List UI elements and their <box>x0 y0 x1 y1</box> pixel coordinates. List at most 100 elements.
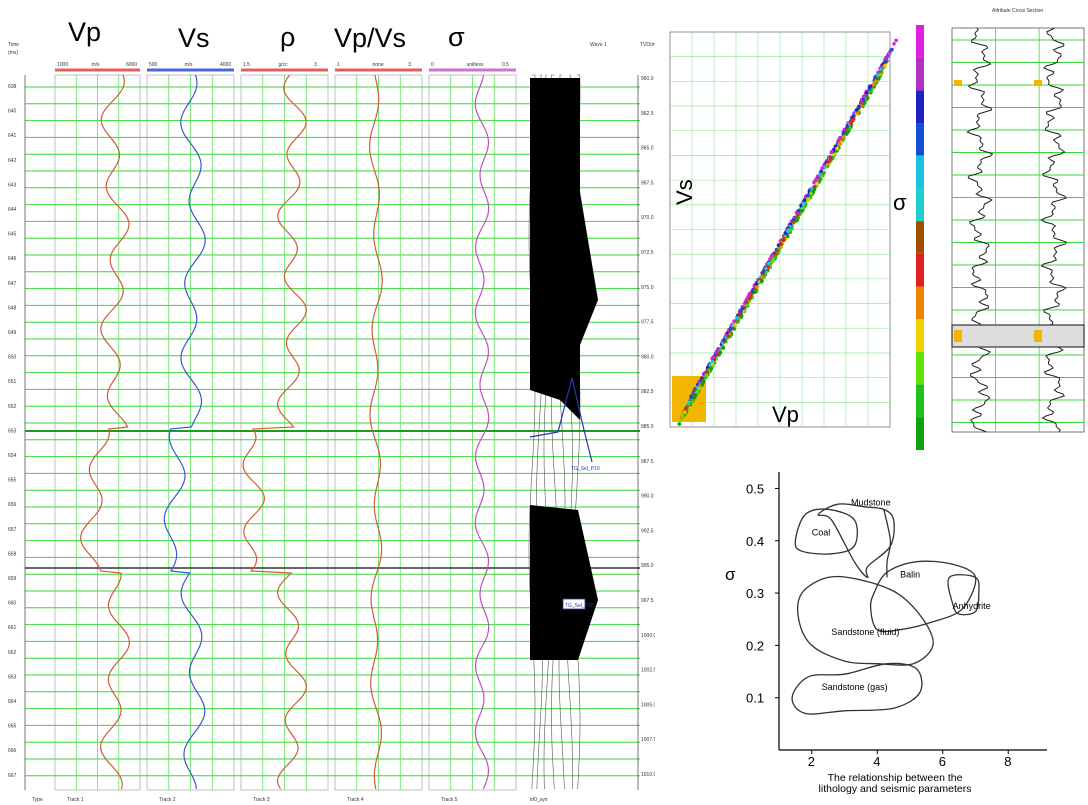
time-tick-label: 641 <box>8 133 17 139</box>
mudstone-tail-line <box>883 509 892 578</box>
time-tick-label: 667 <box>8 773 17 779</box>
crossplot-point <box>801 206 805 210</box>
colorbar-segment <box>916 351 924 385</box>
track-footer-label: Track 3 <box>253 797 270 803</box>
region-sandstone-fluid <box>797 575 934 666</box>
time-tick-label: 651 <box>8 379 17 385</box>
time-tick-label: 664 <box>8 699 17 705</box>
depth-tick-label: 962.5 <box>641 111 654 117</box>
time-tick-label: 648 <box>8 305 17 311</box>
depth-tick-label: 1010.0 <box>641 772 655 778</box>
track-title-row: Vp Vs ρ Vp/Vs σ <box>0 0 655 60</box>
mini-highlight <box>954 330 962 342</box>
depth-tick-label: 960.0 <box>641 76 654 82</box>
crossplot-point <box>894 38 898 43</box>
crossplot-point <box>704 373 709 378</box>
region-label-anhydrite: Anhydrite <box>953 601 991 611</box>
crossplot-point <box>795 218 799 223</box>
time-tick-label: 665 <box>8 724 17 730</box>
colorbar-segment <box>916 417 924 450</box>
time-tick-label: 638 <box>8 84 17 90</box>
region-coal <box>794 508 859 555</box>
crossplot-point <box>883 63 887 68</box>
time-tick-label: 660 <box>8 601 17 607</box>
depth-tick-label: 967.5 <box>641 180 654 186</box>
crossplot-point <box>835 146 839 151</box>
crossplot-point <box>775 248 779 253</box>
scale-right-label: 0.5 <box>502 62 509 68</box>
crossplot-xlabel: Vp <box>772 402 799 427</box>
crossplot-point <box>766 264 770 268</box>
track-title-vp: Vp <box>68 17 102 47</box>
scale-unit-label: none <box>373 62 384 68</box>
crossplot-point <box>745 300 749 305</box>
crossplot-point <box>747 296 752 301</box>
crossplot-point <box>786 228 791 232</box>
crossplot-point <box>878 72 883 77</box>
crossplot-point <box>815 175 820 179</box>
lithology-y-tick-label: 0.3 <box>746 586 764 601</box>
scale-right-label: 3 <box>314 62 317 68</box>
crossplot-point <box>735 320 740 324</box>
scale-right-label: 3 <box>408 62 411 68</box>
depth-tick-label: 965.0 <box>641 146 654 152</box>
track-footer-label: Track 5 <box>441 797 458 803</box>
time-header-unit: (ms) <box>8 50 18 56</box>
crossplot-point <box>764 266 768 271</box>
mini-log-curve-2 <box>1040 27 1068 433</box>
sigma-curve <box>474 74 490 790</box>
crossplot-color-label: σ <box>893 190 907 215</box>
vpvs-curve <box>368 74 383 790</box>
lithology-x-tick-label: 6 <box>939 754 946 769</box>
time-header: Time <box>8 42 19 48</box>
crossplot-point <box>836 139 841 143</box>
crossplot-ylabel: Vs <box>672 179 697 205</box>
lithology-xlabel-line1: The relationship between the <box>827 772 963 784</box>
crossplot-point <box>773 254 778 259</box>
track-title-vs: Vs <box>178 23 210 53</box>
crossplot-point <box>879 67 883 72</box>
time-tick-label: 644 <box>8 207 17 213</box>
depth-tick-label: 977.5 <box>641 320 654 326</box>
scale-left-label: 500 <box>149 62 158 68</box>
synthetic-footer: trl0_syn <box>530 797 548 803</box>
crossplot-point <box>782 236 786 241</box>
time-tick-label: 646 <box>8 256 17 262</box>
depth-tick-label: 1007.5 <box>641 737 655 743</box>
time-tick-label: 647 <box>8 281 17 287</box>
crossplot-point <box>681 414 685 418</box>
time-tick-label: 663 <box>8 674 17 680</box>
scale-left-label: 1.5 <box>243 62 250 68</box>
mini-highlight <box>1034 330 1042 342</box>
track-title-rho: ρ <box>280 22 296 52</box>
well-log-panel: 1000 m/s 6000 Track 1 500 m/s 4000 Track 2 1.5 g/… <box>8 42 655 803</box>
crossplot-point <box>779 242 783 247</box>
crossplot-point <box>754 285 759 289</box>
time-tick-label: 640 <box>8 109 17 115</box>
crossplot-point <box>705 369 709 374</box>
crossplot-point <box>815 181 819 186</box>
crossplot-point <box>722 338 727 342</box>
crossplot-point <box>837 136 842 140</box>
seismic-lobe-lower <box>530 505 598 660</box>
crossplot-point <box>739 309 743 314</box>
depth-tick-label: 975.0 <box>641 285 654 291</box>
track-footer-label: Track 1 <box>67 797 84 803</box>
marker-curve <box>529 377 593 463</box>
crossplot-point <box>846 129 850 134</box>
crossplot-point <box>883 59 887 64</box>
scale-left-label: 1000 <box>57 62 68 68</box>
crossplot-point <box>701 372 706 377</box>
crossplot-point <box>829 150 834 155</box>
crossplot-point <box>750 289 755 293</box>
scale-right-label: 6000 <box>126 62 137 68</box>
crossplot-point <box>686 401 690 406</box>
colorbar-segment <box>916 57 924 91</box>
crossplot-point <box>810 187 814 191</box>
crossplot-point <box>825 162 830 167</box>
crossplot-point <box>689 395 693 400</box>
time-tick-label: 654 <box>8 453 17 459</box>
crossplot-point <box>718 350 723 355</box>
time-tick-label: 645 <box>8 232 17 238</box>
crossplot-point <box>841 135 846 139</box>
